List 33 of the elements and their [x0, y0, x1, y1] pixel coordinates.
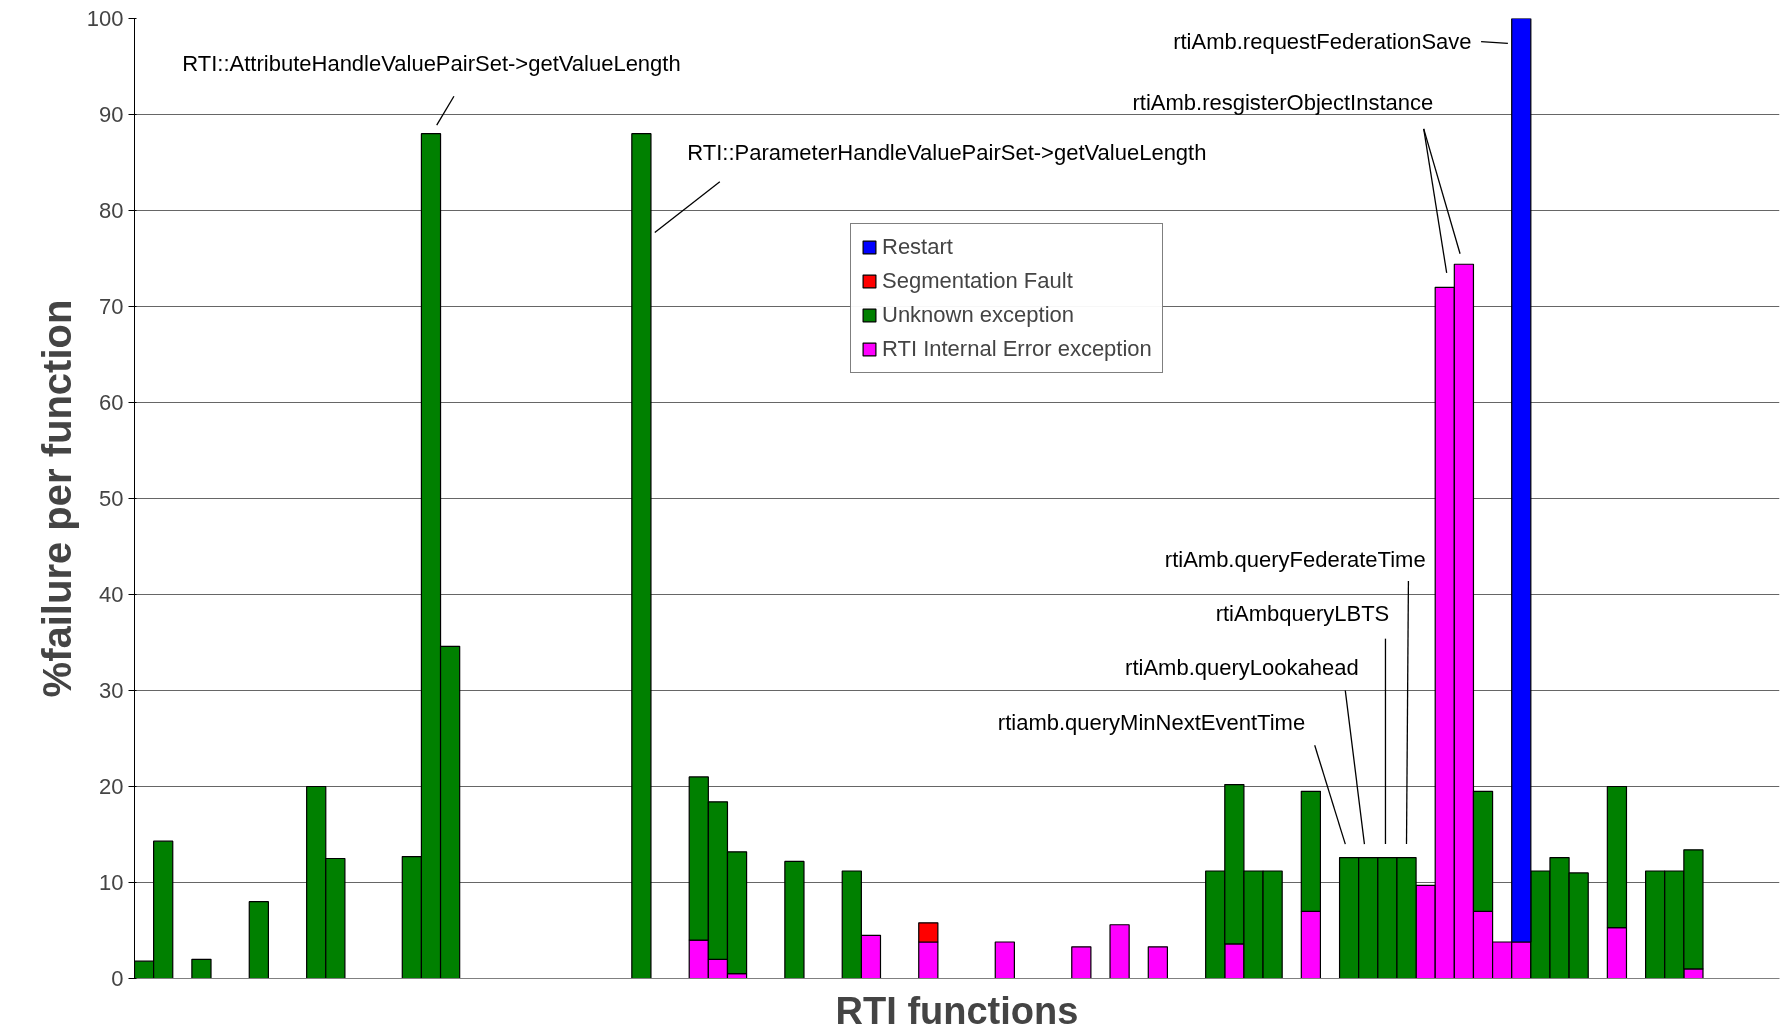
annotation: rtiAmb.resgisterObjectInstance: [1132, 89, 1434, 115]
bar: [1071, 946, 1092, 979]
legend-label: Segmentation Fault: [882, 268, 1073, 294]
y-tick-label: 0: [111, 966, 124, 991]
bar: [1147, 946, 1169, 979]
bar: [1109, 924, 1130, 979]
annotation: RTI::ParameterHandleValuePairSet->getValueLength: [687, 140, 1207, 166]
y-tick-label: 70: [99, 294, 124, 319]
bar: [191, 958, 212, 979]
legend-label: Restart: [882, 234, 953, 260]
y-tick-label: 30: [99, 678, 124, 703]
y-tick-label: 40: [99, 582, 124, 607]
annotation: RTI::AttributeHandleValuePairSet->getValueLength: [182, 51, 681, 77]
bar: [631, 133, 652, 979]
annotation: rtiAmb.queryLookahead: [1125, 654, 1359, 680]
annotation: rtiamb.queryMinNextEventTime: [997, 709, 1306, 735]
legend-label: RTI Internal Error exception: [882, 336, 1152, 362]
legend-label: Unknown exception: [882, 302, 1075, 328]
y-tick-label: 90: [99, 102, 124, 127]
annotation: rtiAmb.queryFederateTime: [1164, 547, 1426, 573]
annotation: rtiAmbqueryLBTS: [1215, 601, 1390, 627]
y-tick-label: 10: [99, 870, 124, 895]
y-tick-label: 100: [86, 6, 124, 31]
bar: [248, 901, 269, 979]
y-tick-label: 50: [99, 486, 124, 511]
y-axis-title: %failure per function: [34, 299, 79, 698]
annotation: rtiAmb.requestFederationSave: [1173, 29, 1472, 55]
y-tick-label: 60: [99, 390, 124, 415]
y-tick-label: 80: [99, 198, 124, 223]
bar: [994, 941, 1015, 979]
x-axis-title: RTI functions: [835, 989, 1079, 1032]
bar: [784, 860, 805, 979]
y-tick-label: 20: [99, 774, 124, 799]
